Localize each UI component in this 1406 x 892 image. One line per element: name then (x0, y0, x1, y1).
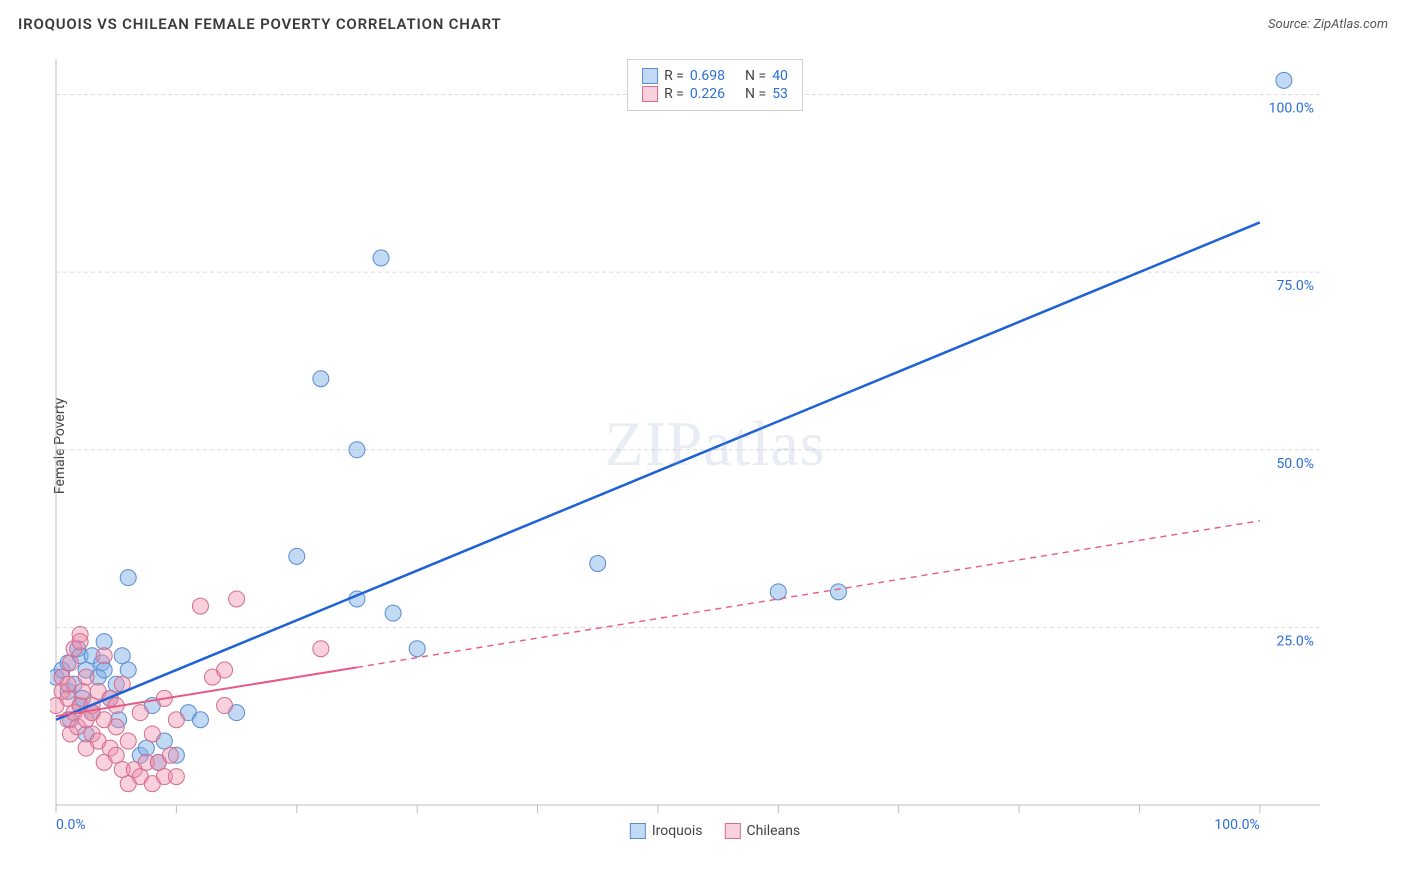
y-tick-label: 75.0% (1276, 278, 1314, 294)
legend-r-value: 0.226 (690, 86, 725, 102)
data-point (289, 548, 305, 564)
legend-swatch (630, 823, 646, 839)
data-point (409, 641, 425, 657)
data-point (120, 733, 136, 749)
legend-r-value: 0.698 (690, 68, 725, 84)
legend-swatch (725, 823, 741, 839)
data-point (120, 662, 136, 678)
data-point (385, 605, 401, 621)
data-point (313, 641, 329, 657)
source-name: ZipAtlas.com (1313, 17, 1388, 32)
trend-line-dashed (357, 521, 1260, 668)
legend-n-label: N = (745, 68, 766, 84)
chart-source: Source: ZipAtlas.com (1268, 17, 1388, 32)
data-point (192, 598, 208, 614)
data-point (830, 584, 846, 600)
data-point (120, 570, 136, 586)
data-point (72, 634, 88, 650)
legend-item: Iroquois (630, 823, 703, 839)
data-point (590, 555, 606, 571)
plot-area: 25.0%50.0%75.0%100.0%0.0%100.0% ZIPatlas… (50, 55, 1380, 845)
data-point (108, 719, 124, 735)
y-tick-label: 100.0% (1269, 101, 1314, 117)
correlation-legend: R = 0.698 N = 40 R = 0.226 N = 53 (627, 59, 803, 111)
data-point (229, 591, 245, 607)
legend-row: R = 0.698 N = 40 (642, 68, 788, 84)
data-point (78, 669, 94, 685)
legend-item: Chileans (725, 823, 801, 839)
legend-row: R = 0.226 N = 53 (642, 86, 788, 102)
data-point (132, 705, 148, 721)
data-point (114, 648, 130, 664)
data-point (138, 740, 154, 756)
data-point (162, 747, 178, 763)
data-point (108, 747, 124, 763)
x-tick-label: 100.0% (1214, 817, 1259, 833)
legend-n-value: 40 (772, 68, 788, 84)
data-point (96, 634, 112, 650)
data-point (144, 726, 160, 742)
data-point (74, 683, 90, 699)
data-point (373, 250, 389, 266)
data-point (168, 769, 184, 785)
data-point (217, 698, 233, 714)
x-tick-label: 0.0% (56, 817, 86, 833)
legend-r-label: R = (664, 86, 684, 102)
data-point (1276, 72, 1292, 88)
legend-n-label: N = (745, 86, 766, 102)
y-tick-label: 25.0% (1276, 633, 1314, 649)
chart-title: IROQUOIS VS CHILEAN FEMALE POVERTY CORRE… (18, 15, 502, 33)
trend-line-solid (56, 222, 1260, 719)
data-point (96, 648, 112, 664)
chart-header: IROQUOIS VS CHILEAN FEMALE POVERTY CORRE… (0, 0, 1406, 40)
source-prefix: Source: (1268, 17, 1313, 32)
data-point (60, 676, 76, 692)
data-point (96, 662, 112, 678)
data-point (349, 442, 365, 458)
legend-swatch (642, 68, 658, 84)
legend-label: Iroquois (652, 823, 703, 839)
scatter-chart: 25.0% 50.0% 75.0% 100.0% 0.0% 100.0% (50, 55, 1380, 845)
legend-n-value: 53 (772, 86, 788, 102)
data-point (62, 655, 78, 671)
data-point (313, 371, 329, 387)
data-point (192, 712, 208, 728)
data-point (217, 662, 233, 678)
legend-swatch (642, 86, 658, 102)
data-point (168, 712, 184, 728)
legend-label: Chileans (747, 823, 801, 839)
y-tick-label: 50.0% (1276, 456, 1314, 472)
legend-r-label: R = (664, 68, 684, 84)
series-legend: Iroquois Chileans (630, 823, 800, 839)
